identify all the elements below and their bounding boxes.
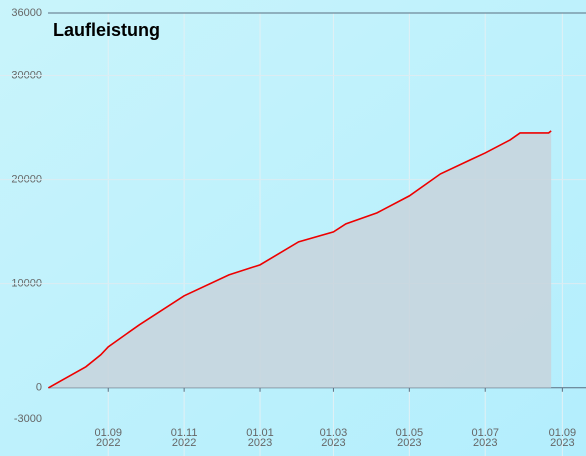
x-tick-label: 01.01 2023 — [246, 427, 274, 449]
x-tick-label-line: 2022 — [172, 437, 196, 449]
line — [48, 130, 552, 389]
y-tick-label: 36000 — [11, 7, 42, 19]
x-tick-label-line: 2023 — [550, 437, 574, 449]
chart-title: Laufleistung — [53, 20, 160, 40]
x-tick-label-line: 2023 — [321, 437, 345, 449]
x-tick-label: 01.03 2023 — [320, 427, 348, 449]
x-tick-label: 01.05 2023 — [396, 427, 424, 449]
area — [48, 130, 552, 388]
y-tick-label: 0 — [36, 382, 42, 394]
x-tick-label-line: 01.09 — [94, 427, 122, 439]
x-tick-label: 01.11 2022 — [171, 427, 198, 449]
x-tick-label: 01.09 2022 — [94, 427, 122, 449]
x-tick-label-line: 01.07 — [471, 427, 499, 439]
x-tick-label-line: 2023 — [248, 437, 272, 449]
x-tick-label-line: 2023 — [473, 437, 497, 449]
x-tick-label-line: 01.05 — [396, 427, 424, 439]
y-tick-label: -3000 — [14, 413, 42, 425]
x-tick-label: 01.09 2023 — [549, 427, 577, 449]
x-tick-label-line: 2023 — [397, 437, 421, 449]
x-tick-label: 01.07 2023 — [471, 427, 499, 449]
x-tick-label-line: 01.03 — [320, 427, 348, 439]
x-tick-label-line: 01.09 — [549, 427, 577, 439]
x-tick-label-line: 01.01 — [246, 427, 274, 439]
x-tick-label-line: 2022 — [96, 437, 120, 449]
x-tick-label-line: 01.11 — [171, 427, 198, 439]
